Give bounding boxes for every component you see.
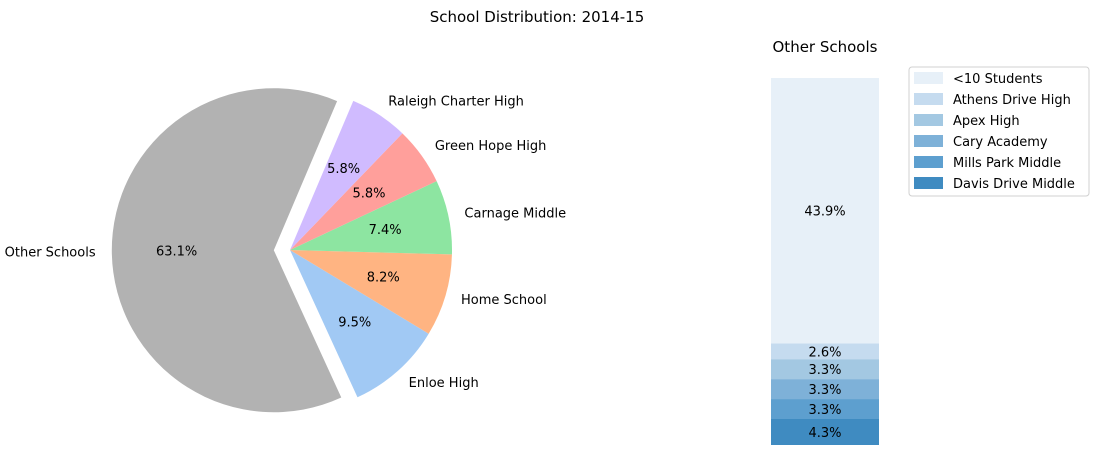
legend-swatch-davis-drive-middle — [914, 177, 943, 189]
pie-pct-label-carnage-middle: 7.4% — [369, 223, 402, 238]
pie-slice-home-school — [290, 250, 452, 334]
legend-entry-apex-high: Apex High — [953, 114, 1020, 129]
bar-label-apex-high: 3.3% — [808, 363, 841, 378]
pie-pct-label-raleigh-charter-high: 5.8% — [327, 162, 360, 177]
pie-pct-label-other-schools: 63.1% — [156, 245, 197, 260]
pie-pct-label-green-hope-high: 5.8% — [353, 186, 386, 201]
pie-slice-other-schools — [111, 88, 342, 413]
bar-label-davis-drive-middle: 4.3% — [808, 426, 841, 441]
legend-swatch-athens-drive-high — [914, 93, 943, 105]
bar-label-10-students: 43.9% — [804, 205, 845, 220]
bar-label-cary-academy: 3.3% — [808, 383, 841, 398]
figure-title: School Distribution: 2014-15 — [430, 8, 645, 26]
bar-segment-apex-high — [771, 359, 879, 380]
pie-pct-label-home-school: 8.2% — [367, 270, 400, 285]
legend-swatch-apex-high — [914, 114, 943, 126]
pie-label-green-hope-high: Green Hope High — [435, 139, 547, 154]
legend-swatch-cary-academy — [914, 135, 943, 147]
bar-segment-athens-drive-high — [771, 343, 879, 360]
bar-segment-cary-academy — [771, 379, 879, 400]
legend-frame — [908, 66, 1090, 197]
bar-segment-10-students — [771, 78, 879, 344]
legend-entry-athens-drive-high: Athens Drive High — [953, 93, 1071, 108]
stacked-bar-chart: Other Schools 4.3% 3.3% 3.3% 3.3% 2.6% 43.9% — [771, 38, 879, 445]
pie-chart: 63.1% Other Schools 9.5% Enloe High 8.2% Home… — [5, 88, 566, 413]
pie-label-other-schools: Other Schools — [5, 246, 96, 261]
legend-swatch-10-students — [914, 72, 943, 84]
legend-swatch-mills-park-middle — [914, 156, 943, 168]
pie-label-raleigh-charter-high: Raleigh Charter High — [388, 94, 524, 109]
pie-label-carnage-middle: Carnage Middle — [464, 207, 566, 222]
pie-label-home-school: Home School — [461, 293, 547, 308]
bar-segment-mills-park-middle — [771, 399, 879, 420]
bar-segment-davis-drive-middle — [771, 419, 879, 445]
pie-pct-label-enloe-high: 9.5% — [338, 316, 371, 331]
legend-entry-cary-academy: Cary Academy — [953, 135, 1048, 150]
bar-label-mills-park-middle: 3.3% — [808, 403, 841, 418]
legend-entry-10-students: <10 Students — [953, 72, 1043, 87]
pie-slice-enloe-high — [290, 250, 429, 398]
bar-label-athens-drive-high: 2.6% — [808, 345, 841, 360]
pie-slice-carnage-middle — [290, 181, 452, 255]
pie-slice-green-hope-high — [290, 133, 437, 250]
pie-label-enloe-high: Enloe High — [409, 376, 479, 391]
legend-entry-davis-drive-middle: Davis Drive Middle — [953, 177, 1075, 192]
pie-slice-raleigh-charter-high — [290, 100, 403, 251]
bar-legend: <10 Students Athens Drive High Apex High Ca… — [908, 66, 1090, 197]
bar-chart-title: Other Schools — [773, 38, 878, 56]
legend-entry-mills-park-middle: Mills Park Middle — [953, 156, 1061, 171]
